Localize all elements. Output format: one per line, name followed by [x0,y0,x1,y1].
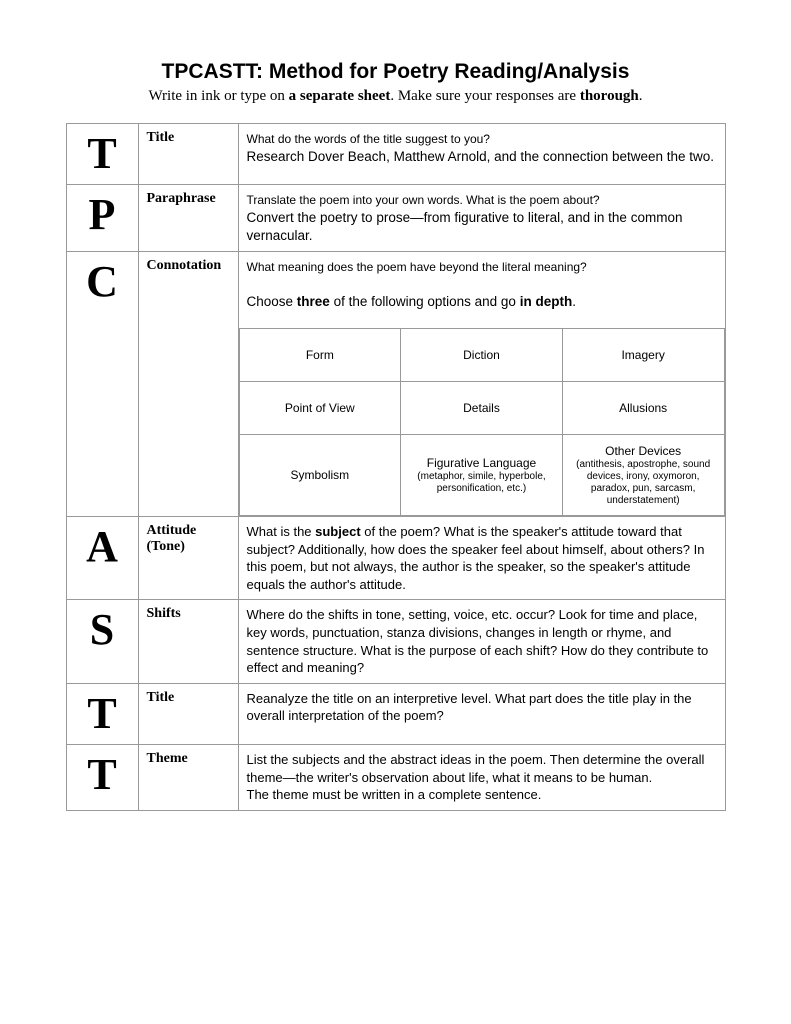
table-row: T Theme List the subjects and the abstra… [66,745,725,811]
option-cell: Form [239,328,401,381]
letter-cell: S [66,600,138,683]
table-row: C Connotation What meaning does the poem… [66,252,725,318]
desc-cell: Reanalyze the title on an interpretive l… [238,683,725,744]
option-cell: Point of View [239,381,401,434]
letter-cell: T [66,745,138,811]
desc-cell: What meaning does the poem have beyond t… [238,252,725,318]
option-cell: Allusions [562,381,724,434]
label-cell: Shifts [138,600,238,683]
label-cell: Title [138,124,238,185]
label-cell: Paraphrase [138,185,238,252]
label-cell: Connotation [138,252,238,517]
letter-cell: A [66,517,138,600]
letter-cell: C [66,252,138,517]
sub-end: . [639,88,643,104]
prompt-text: Translate the poem into your own words. … [247,193,600,207]
sub-pre: Write in ink or type on [148,88,288,104]
letter-cell: P [66,185,138,252]
tpcastt-table: T Title What do the words of the title s… [66,123,726,811]
letter-cell: T [66,683,138,744]
desc-cell: List the subjects and the abstract ideas… [238,745,725,811]
instruction-text: Research Dover Beach, Matthew Arnold, an… [247,149,715,164]
table-row: T Title What do the words of the title s… [66,124,725,185]
options-grid-cell: Form Diction Imagery Point of View Detai… [238,318,725,517]
option-sub: (antithesis, apostrophe, sound devices, … [569,459,718,507]
desc-cell: Translate the poem into your own words. … [238,185,725,252]
prompt-text: What do the words of the title suggest t… [247,132,490,146]
option-sub: (metaphor, simile, hyperbole, personific… [407,471,556,495]
label-cell: Title [138,683,238,744]
table-row: S Shifts Where do the shifts in tone, se… [66,600,725,683]
label-cell: Theme [138,745,238,811]
table-row: P Paraphrase Translate the poem into you… [66,185,725,252]
table-row: A Attitude (Tone) What is the subject of… [66,517,725,600]
instruction-text: Choose three of the following options an… [247,294,576,309]
sub-bold1: a separate sheet [289,88,391,104]
subtitle: Write in ink or type on a separate sheet… [50,88,741,105]
label-cell: Attitude (Tone) [138,517,238,600]
option-cell: Details [401,381,563,434]
page-title: TPCASTT: Method for Poetry Reading/Analy… [50,60,741,84]
option-cell: Diction [401,328,563,381]
table-row: T Title Reanalyze the title on an interp… [66,683,725,744]
sub-bold2: thorough [580,88,639,104]
option-cell: Other Devices (antithesis, apostrophe, s… [562,435,724,516]
option-cell: Figurative Language (metaphor, simile, h… [401,435,563,516]
options-grid: Form Diction Imagery Point of View Detai… [239,328,725,517]
letter-cell: T [66,124,138,185]
instruction-text: Convert the poetry to prose—from figurat… [247,210,683,243]
sub-mid: . Make sure your responses are [390,88,580,104]
option-cell: Symbolism [239,435,401,516]
option-cell: Imagery [562,328,724,381]
desc-cell: What is the subject of the poem? What is… [238,517,725,600]
desc-cell: What do the words of the title suggest t… [238,124,725,185]
desc-cell: Where do the shifts in tone, setting, vo… [238,600,725,683]
prompt-text: What meaning does the poem have beyond t… [247,260,587,274]
